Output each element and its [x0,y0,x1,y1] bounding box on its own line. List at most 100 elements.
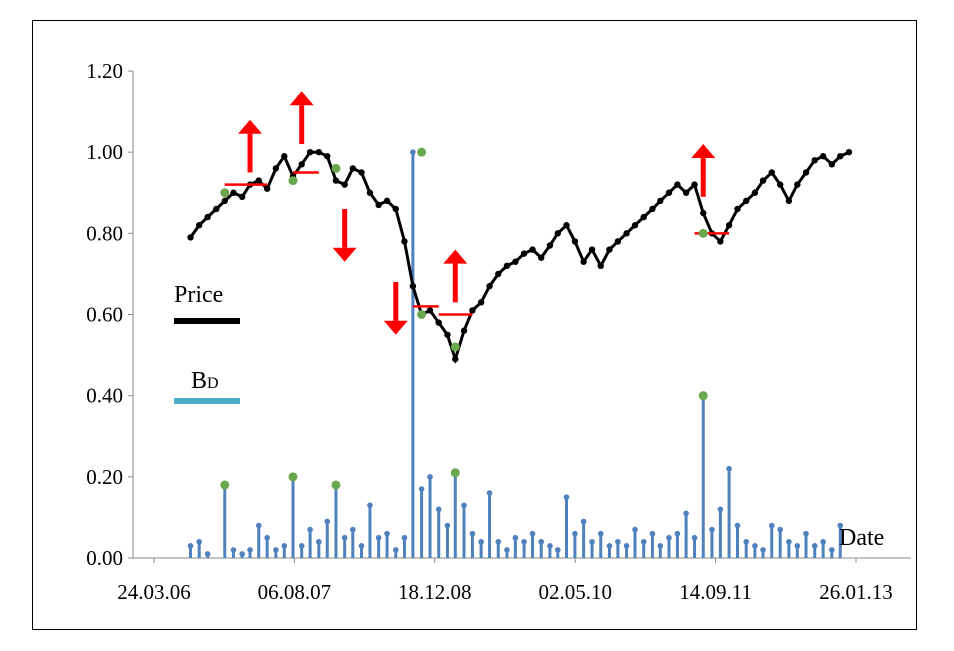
bd-point [350,526,356,533]
price-point [614,238,622,245]
price-point [597,262,604,269]
price-point [794,181,801,188]
price-point [674,181,681,188]
bd-point [683,510,689,517]
arrow-head [383,320,408,335]
bd-point [734,522,741,529]
price-point [665,189,673,196]
bd-point [640,538,647,545]
price-point [187,234,194,241]
legend-price-label: Price [174,282,223,308]
bd-point [837,522,844,529]
price-point [759,177,767,184]
price-point [751,189,759,196]
price-point [366,189,374,196]
y-tick-labels: 0.00 0.20 0.40 0.60 0.80 1.00 1.20 [86,59,123,570]
arrow-up-icon [443,249,468,303]
price-point [734,205,741,213]
bd-point [597,530,604,537]
price-point [324,153,331,160]
bd-point [298,543,305,549]
bd-series [187,149,844,558]
bd-point [768,522,775,529]
price-series [187,148,853,365]
price-point [538,254,545,261]
price-point [811,157,818,164]
x-tick-labels: 24.03.06 06.08.07 18.12.08 02.05.10 14.09.11… [117,580,893,604]
bd-point [247,547,253,553]
y-tick-label: 0.00 [86,546,123,570]
price-point [657,197,664,205]
bd-point [410,149,416,155]
bd-point [829,547,835,553]
arrow-up-icon [691,144,716,197]
price-line [189,150,850,365]
price-point [691,181,698,188]
bd-point [444,522,451,529]
bd-point [375,534,382,541]
price-point [700,209,707,217]
y-tick-label: 0.60 [86,303,123,327]
price-point [196,222,203,229]
price-point [213,205,220,213]
bd-point [341,534,348,541]
bd-point [367,502,373,509]
price-point [444,331,451,338]
legend: Price BD [174,282,240,404]
price-point [802,169,810,176]
y-tick-label: 1.20 [86,59,123,83]
bd-point [230,547,237,553]
bd-point [554,547,561,553]
x-tick-label: 14.09.11 [679,580,752,604]
arrow-head [289,91,314,106]
price-point [221,197,228,205]
price-point [349,165,357,172]
arrows-layer [238,91,716,335]
bd-point [418,486,425,492]
price-point [341,181,348,188]
price-point [606,246,613,253]
price-point [571,238,579,245]
bd-point [281,543,288,549]
arrow-head [443,249,468,264]
bd-point [691,534,698,541]
price-point [272,165,280,172]
price-point [426,307,434,314]
chart-frame: 0.00 0.20 0.40 0.60 0.80 1.00 1.20 24.03.06 06.… [32,20,917,630]
price-point [238,193,246,201]
x-tick-label: 26.01.13 [819,580,893,604]
price-point [837,153,844,160]
y-tick-label: 1.00 [86,140,123,164]
bd-point [794,543,801,549]
bd-point [469,530,476,537]
price-point [263,185,271,192]
bd-point [264,534,270,541]
price-point [230,189,237,196]
bd-point [324,518,331,525]
bd-point [521,538,527,545]
bd-point [255,522,262,529]
arrow-head [238,119,263,134]
bd-point [657,543,664,549]
bd-point [358,543,365,549]
arrow-down-icon [332,208,357,262]
bd-point [589,538,595,545]
price-point [392,205,399,213]
bd-point [743,538,750,545]
bd-point [273,547,279,553]
highlight-point [220,188,230,198]
bd-point [786,538,792,545]
highlight-point [417,310,427,319]
bd-point [580,518,587,525]
bd-point [547,543,553,549]
bd-point [307,526,313,533]
price-point [554,230,561,237]
highlight-point [450,342,460,352]
price-point [682,189,690,196]
bd-point [649,530,656,537]
price-point [375,201,382,209]
price-point [315,148,323,156]
price-point [529,246,536,253]
price-point [477,299,485,306]
price-point [631,222,639,229]
